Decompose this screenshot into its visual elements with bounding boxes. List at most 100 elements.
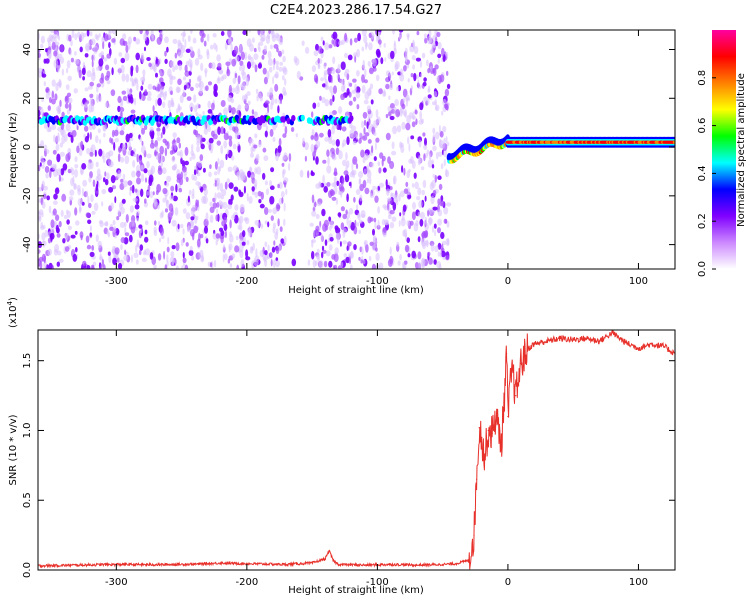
spectrogram-cell: [251, 186, 255, 192]
spectrogram-cell: [246, 77, 249, 82]
spectrogram-cell: [383, 89, 386, 97]
spectrogram-cell: [199, 233, 204, 239]
spectrogram-cell: [120, 178, 124, 183]
spectrogram-cell: [385, 113, 389, 119]
spectrogram-cell: [375, 74, 380, 82]
spectrogram-cell: [264, 100, 270, 105]
spectrogram-cell: [132, 153, 137, 158]
spectrogram-cell: [365, 243, 369, 253]
spectrogram-cell: [120, 64, 125, 74]
spectrogram-cell: [352, 78, 357, 83]
spectrogram-cell: [285, 188, 288, 196]
spectrogram-cell: [56, 153, 61, 163]
spectrogram-cell: [181, 165, 187, 173]
spectrogram-cell: [84, 87, 89, 92]
spectrogram-cell: [159, 70, 162, 75]
spectrogram-cell: [390, 50, 395, 60]
spectrogram-cell: [122, 95, 128, 101]
spectrogram-cell: [348, 219, 352, 227]
spectrogram-cell: [40, 43, 44, 49]
spectrogram-cell: [192, 37, 197, 44]
spectrogram-cell: [254, 64, 258, 73]
spectrogram-cell: [228, 245, 231, 253]
spectrogram-cell: [384, 57, 387, 62]
spectrogram-cell: [103, 177, 106, 183]
snr-marks: [38, 330, 675, 570]
spectrogram-cell: [196, 199, 199, 208]
spectrogram-cell: [239, 44, 242, 53]
spectrogram-cell: [91, 54, 94, 61]
spectrogram-cell: [410, 135, 415, 140]
spectrogram-cell: [358, 219, 363, 224]
spectrogram-cell: [219, 159, 225, 169]
spectrogram-cell: [131, 215, 136, 223]
spectrogram-cell: [128, 141, 132, 150]
spectrogram-cell: [158, 237, 162, 243]
spectrogram-cell: [343, 170, 349, 176]
spectrogram-cell: [320, 233, 324, 242]
spectrogram-cell: [124, 155, 130, 165]
spectrogram-cell: [66, 60, 71, 69]
spectrogram-cell: [124, 249, 127, 256]
spectrogram-cell: [361, 120, 365, 128]
spectrogram-cell: [151, 35, 154, 42]
spectrogram-cell: [119, 221, 125, 229]
spectrogram-cell: [220, 195, 224, 200]
spectrogram-cell: [97, 128, 101, 134]
spectrogram-cell: [434, 229, 437, 237]
spectrogram-cell: [373, 132, 377, 136]
spectrogram-cell: [406, 114, 411, 124]
spectrogram-cell: [437, 58, 440, 64]
spectrogram-cell: [342, 213, 348, 220]
spectrogram-cell: [108, 254, 112, 264]
spectrogram-cell: [428, 153, 432, 161]
spectrogram-cell: [415, 57, 421, 62]
spectrogram-cell: [258, 141, 262, 148]
spectrogram-cell: [340, 93, 345, 101]
spectrogram-cell: [144, 248, 151, 256]
spectrogram-cell: [69, 189, 75, 196]
spectrogram-cell: [159, 145, 164, 155]
spectrogram-cell: [373, 217, 377, 223]
spectrogram-cell: [353, 52, 358, 57]
spectrogram-y-axis-label: Frequency (Hz): [8, 112, 19, 188]
spectrogram-cell: [446, 141, 450, 147]
spectrogram-cell: [386, 197, 392, 202]
spectrogram-cell: [431, 43, 434, 48]
spectrogram-cell: [117, 262, 123, 269]
spectrogram-cell: [403, 188, 409, 194]
spectrogram-cell: [157, 253, 162, 261]
spectrogram-cell: [110, 175, 116, 184]
spectrogram-cell: [388, 95, 391, 100]
spectrogram-cell: [234, 204, 239, 211]
spectrogram-cell: [167, 68, 172, 78]
spectrogram-cell: [214, 192, 217, 202]
spectrogram-cell: [201, 195, 207, 204]
spectrogram-cell: [304, 155, 307, 162]
spectrogram-cell: [166, 254, 169, 263]
spectrogram-cell: [279, 226, 283, 233]
spectrogram-cell: [272, 76, 275, 85]
spectrogram-cell: [114, 137, 119, 143]
spectrogram-cell: [302, 137, 305, 144]
spectrogram-cell: [110, 89, 116, 97]
spectrogram-cell: [251, 37, 255, 43]
spectrogram-cell: [393, 42, 397, 52]
spectrogram-cell: [272, 136, 276, 143]
spectrogram-cell: [106, 70, 111, 79]
spectrogram-cell: [272, 222, 276, 229]
spectrogram-cell: [423, 232, 427, 239]
spectrogram-cell: [380, 57, 384, 65]
spectrogram-cell: [121, 198, 126, 204]
spectrogram-cell: [61, 68, 65, 76]
spectrogram-cell: [422, 179, 427, 189]
spectrogram-cell: [139, 244, 144, 251]
spectrogram-cell: [103, 222, 109, 227]
spectrogram-cell: [338, 183, 344, 192]
spectrogram-cell: [176, 173, 182, 180]
snr-y-multiplier-base: (x10: [8, 305, 19, 328]
spectrogram-cell: [398, 30, 404, 33]
spectrogram-cell: [253, 144, 258, 149]
spectrogram-cell: [365, 41, 368, 48]
